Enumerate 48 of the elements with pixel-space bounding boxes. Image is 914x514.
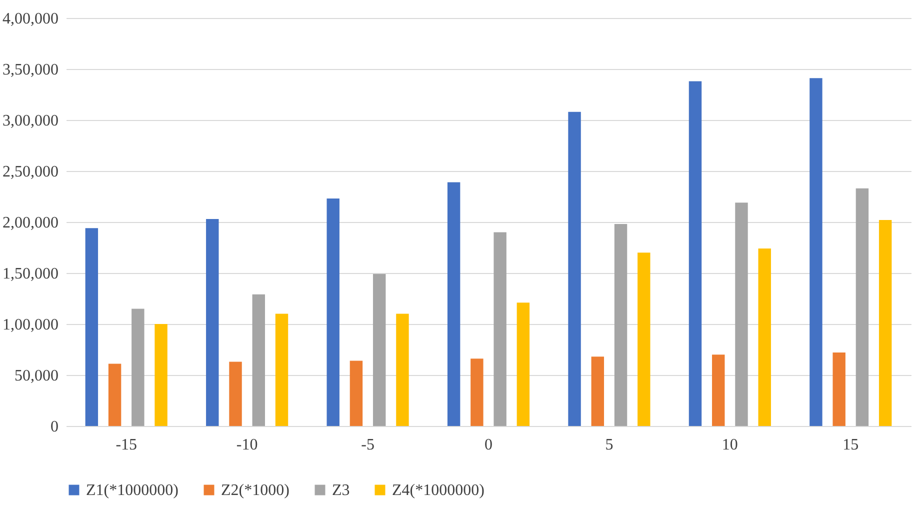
- x-tick-label: 0: [484, 436, 492, 454]
- bar: [810, 78, 822, 426]
- bar: [132, 308, 144, 426]
- bar: [85, 228, 98, 426]
- x-tick-label: 5: [605, 436, 614, 454]
- bar: [591, 356, 604, 426]
- y-tick-label: 2,00,000: [2, 214, 58, 232]
- legend-label: Z2(*1000): [221, 482, 290, 499]
- bar: [614, 224, 628, 426]
- bar: [712, 354, 725, 426]
- bar: [494, 232, 506, 426]
- legend-label: Z4(*1000000): [392, 482, 484, 499]
- y-tick-label: 4,00,000: [2, 10, 58, 28]
- y-tick-label: 1,50,000: [2, 266, 58, 282]
- y-tick-label: 0: [50, 418, 58, 436]
- x-tick-label: 10: [722, 436, 738, 454]
- bar: [154, 324, 168, 426]
- bar: [856, 188, 869, 426]
- legend-label: Z1(*1000000): [86, 482, 178, 499]
- y-tick-label: 3,00,000: [2, 112, 58, 130]
- bar: [326, 198, 340, 426]
- x-tick-label: -15: [116, 436, 138, 454]
- bar: [229, 362, 242, 426]
- x-tick-label: 15: [842, 436, 859, 454]
- bar: [735, 202, 748, 426]
- bar: [832, 352, 846, 426]
- y-tick-label: 2,50,000: [2, 164, 58, 180]
- legend-label: Z3: [332, 482, 350, 499]
- bar: [206, 218, 219, 426]
- bar: [878, 220, 892, 426]
- bar: [372, 274, 386, 426]
- y-tick-label: 3,50,000: [2, 62, 58, 78]
- bar: [688, 81, 702, 426]
- bar: [516, 302, 530, 426]
- y-tick-label: 1,00,000: [2, 316, 58, 334]
- bar: [350, 360, 363, 426]
- bar: [396, 314, 409, 426]
- bar: [568, 112, 581, 426]
- bar: [108, 364, 122, 426]
- bar: [275, 314, 288, 426]
- bar: [252, 294, 265, 426]
- x-tick-label: -10: [236, 436, 258, 454]
- bar: [758, 248, 771, 426]
- y-tick-label: 50,000: [14, 368, 58, 384]
- bar: [447, 182, 460, 426]
- x-tick-label: -5: [361, 436, 374, 454]
- bar: [638, 252, 650, 426]
- bar: [470, 358, 484, 426]
